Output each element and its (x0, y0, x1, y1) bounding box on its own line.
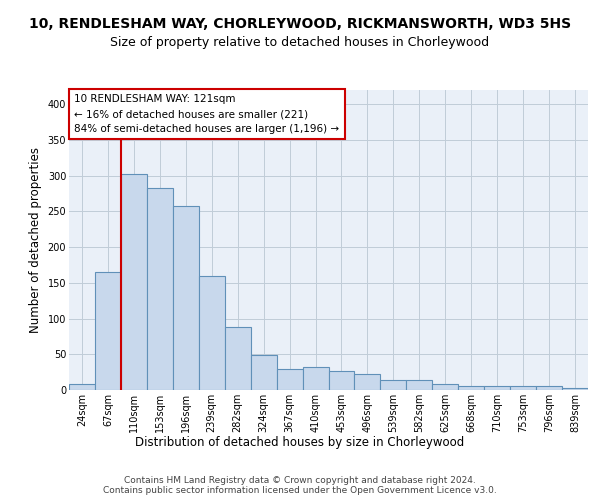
Bar (355, 374, 380, 390)
Bar (121, 174, 147, 390)
Text: 10, RENDLESHAM WAY, CHORLEYWOOD, RICKMANSWORTH, WD3 5HS: 10, RENDLESHAM WAY, CHORLEYWOOD, RICKMAN… (29, 18, 571, 32)
Bar (329, 370, 355, 390)
Bar (95, 272, 121, 390)
Text: 10 RENDLESHAM WAY: 121sqm
← 16% of detached houses are smaller (221)
84% of semi: 10 RENDLESHAM WAY: 121sqm ← 16% of detac… (74, 94, 340, 134)
Bar (484, 386, 510, 390)
Bar (562, 388, 588, 390)
Bar (433, 384, 458, 390)
Text: Contains public sector information licensed under the Open Government Licence v3: Contains public sector information licen… (103, 486, 497, 495)
Bar (69, 384, 95, 390)
Bar (199, 276, 224, 390)
Bar (302, 367, 329, 390)
Bar (406, 380, 432, 390)
Bar (147, 188, 173, 390)
Y-axis label: Number of detached properties: Number of detached properties (29, 147, 42, 333)
Text: Contains HM Land Registry data © Crown copyright and database right 2024.: Contains HM Land Registry data © Crown c… (124, 476, 476, 485)
Bar (251, 355, 277, 390)
Text: Distribution of detached houses by size in Chorleywood: Distribution of detached houses by size … (136, 436, 464, 449)
Bar (536, 386, 562, 390)
Bar (458, 386, 484, 390)
Bar (173, 206, 199, 390)
Bar (225, 327, 251, 390)
Bar (510, 386, 536, 390)
Bar (380, 380, 406, 390)
Bar (277, 368, 302, 390)
Text: Size of property relative to detached houses in Chorleywood: Size of property relative to detached ho… (110, 36, 490, 49)
